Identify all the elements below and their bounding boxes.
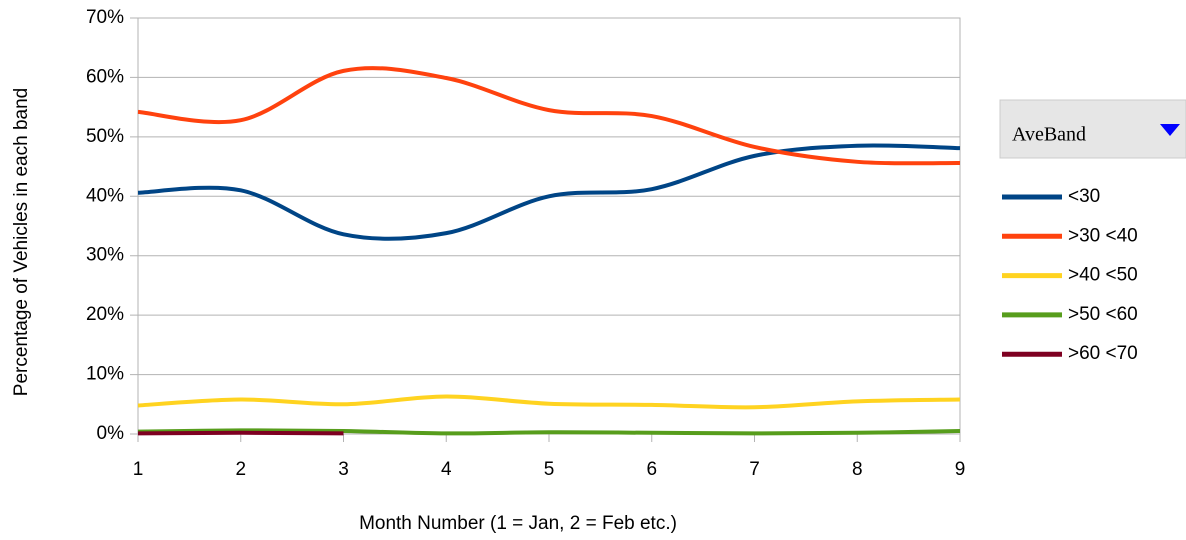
y-axis-label: Percentage of Vehicles in each band — [11, 88, 32, 396]
x-axis-label: Month Number (1 = Jan, 2 = Feb etc.) — [359, 513, 677, 534]
y-tick-label: 50% — [86, 126, 124, 147]
y-tick-label: 30% — [86, 245, 124, 266]
x-tick-label: 7 — [749, 459, 760, 480]
x-tick-label: 6 — [646, 459, 657, 480]
dropdown-arrow[interactable] — [1160, 124, 1180, 136]
legend-label: >30 <40 — [1068, 225, 1138, 246]
x-tick-label: 5 — [544, 459, 555, 480]
y-tick-label: 20% — [86, 304, 124, 325]
x-tick-label: 4 — [441, 459, 452, 480]
series-line — [137, 143, 961, 241]
x-tick-label: 2 — [235, 459, 246, 480]
legend-label: <30 — [1068, 186, 1100, 207]
x-tick-label: 8 — [852, 459, 863, 480]
series-line — [137, 430, 344, 436]
legend-label: >50 <60 — [1068, 304, 1138, 325]
plot-frame — [137, 17, 961, 435]
legend-label: >40 <50 — [1068, 265, 1138, 286]
legend-field-button[interactable] — [999, 99, 1186, 159]
y-tick-label: 40% — [86, 185, 124, 206]
y-tick-label: 60% — [86, 66, 124, 87]
x-tick-label: 1 — [133, 459, 144, 480]
legend-title: AveBand — [1012, 124, 1086, 146]
x-tick-label: 3 — [338, 459, 349, 480]
series-line — [137, 394, 961, 410]
x-tick-label: 9 — [955, 459, 966, 480]
legend-label: >60 <70 — [1068, 343, 1138, 364]
y-tick-label: 0% — [97, 423, 125, 444]
series-line — [137, 428, 961, 436]
y-tick-label: 10% — [86, 364, 124, 385]
series-line — [137, 66, 961, 166]
y-tick-label: 70% — [86, 7, 124, 28]
